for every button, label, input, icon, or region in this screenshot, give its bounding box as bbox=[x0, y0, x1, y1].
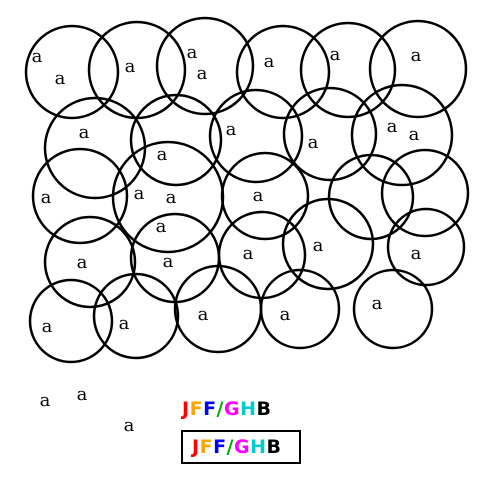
outline-circle bbox=[282, 86, 378, 182]
letter-a: a bbox=[226, 119, 237, 140]
letter-a: a bbox=[264, 51, 275, 72]
letter-a: a bbox=[125, 56, 136, 77]
outline-circle bbox=[327, 153, 415, 241]
letter-a: a bbox=[411, 243, 422, 264]
outline-circle bbox=[92, 272, 180, 360]
letter-a: a bbox=[387, 116, 398, 137]
word-letter: F bbox=[213, 436, 227, 458]
letter-a: a bbox=[308, 132, 319, 153]
outline-circle bbox=[28, 278, 114, 364]
outline-circle bbox=[155, 16, 255, 116]
letter-a: a bbox=[40, 390, 51, 411]
outline-circle bbox=[129, 212, 221, 304]
outline-circle bbox=[208, 88, 304, 184]
word-letter: H bbox=[250, 436, 267, 458]
letter-a: a bbox=[197, 63, 208, 84]
outline-circle bbox=[87, 20, 187, 120]
outline-circle bbox=[352, 268, 434, 350]
letter-a: a bbox=[124, 415, 135, 436]
outline-circle bbox=[43, 215, 137, 309]
word-letter: F bbox=[199, 436, 214, 458]
outline-circle bbox=[31, 147, 129, 245]
word-letter: / bbox=[216, 398, 224, 420]
letter-a: a bbox=[32, 46, 43, 67]
letter-a: a bbox=[163, 251, 174, 272]
outline-circle bbox=[380, 148, 470, 238]
letter-a: a bbox=[42, 316, 53, 337]
outline-circle bbox=[386, 207, 466, 287]
word-letter: J bbox=[192, 436, 200, 458]
outline-circle bbox=[220, 151, 310, 241]
outline-circle bbox=[235, 24, 331, 120]
letter-a: a bbox=[187, 42, 198, 63]
colored-word: JFF/GHB bbox=[182, 398, 272, 420]
letter-a: a bbox=[79, 122, 90, 143]
letter-a: a bbox=[55, 68, 66, 89]
word-letter: F bbox=[189, 398, 204, 420]
outline-circle bbox=[299, 21, 397, 119]
letter-a: a bbox=[157, 144, 168, 165]
letter-a: a bbox=[77, 252, 88, 273]
outline-circle bbox=[24, 24, 120, 120]
letter-a: a bbox=[330, 44, 341, 65]
outline-circle bbox=[173, 264, 263, 354]
letter-a: a bbox=[119, 313, 130, 334]
letter-a: a bbox=[41, 187, 52, 208]
letter-a: a bbox=[166, 187, 177, 208]
outline-circle bbox=[129, 93, 223, 187]
boxed-colored-word: JFF/GHB bbox=[181, 430, 301, 464]
word-letter: B bbox=[256, 398, 272, 420]
letter-a: a bbox=[156, 216, 167, 237]
word-letter: H bbox=[240, 398, 257, 420]
word-letter: B bbox=[266, 436, 282, 458]
letter-a: a bbox=[280, 304, 291, 325]
outline-circle bbox=[368, 19, 468, 119]
letter-a: a bbox=[253, 185, 264, 206]
letter-a: a bbox=[372, 293, 383, 314]
letter-a: a bbox=[409, 124, 420, 145]
letter-a: a bbox=[243, 243, 254, 264]
letter-a: a bbox=[198, 304, 209, 325]
letter-a: a bbox=[134, 183, 145, 204]
word-letter: G bbox=[234, 436, 251, 458]
outline-circle bbox=[281, 197, 375, 291]
word-letter: / bbox=[226, 436, 234, 458]
circle-layer bbox=[24, 16, 470, 364]
outline-circle bbox=[259, 268, 341, 350]
word-letter: J bbox=[182, 398, 190, 420]
letter-a: a bbox=[411, 45, 422, 66]
letter-a: a bbox=[77, 384, 88, 405]
outline-circle bbox=[217, 210, 307, 300]
word-letter: G bbox=[224, 398, 241, 420]
outline-circle bbox=[350, 83, 454, 187]
letter-a: a bbox=[313, 235, 324, 256]
word-letter: F bbox=[203, 398, 217, 420]
